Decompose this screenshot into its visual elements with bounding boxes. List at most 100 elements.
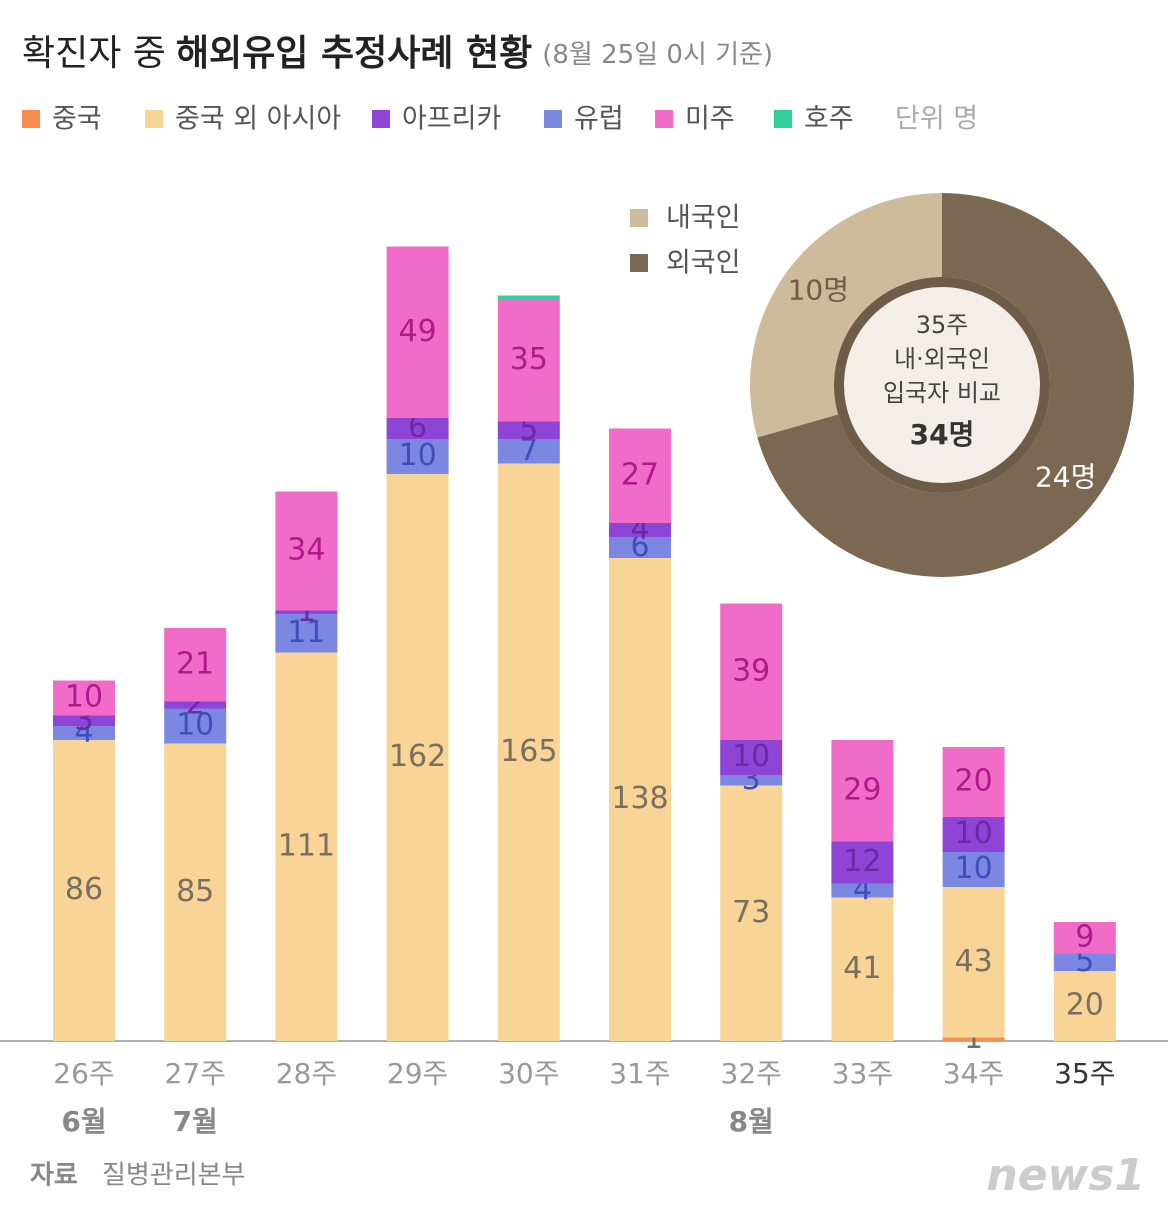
data-label: 20 — [955, 764, 993, 799]
data-label: 12 — [843, 844, 881, 879]
x-tick-label: 34주 — [943, 1057, 1004, 1090]
legend-swatch — [372, 110, 390, 128]
legend-label: 유럽 — [574, 104, 624, 135]
data-label: 6 — [630, 529, 649, 564]
data-label: 10 — [176, 708, 214, 743]
bar-segment — [831, 740, 894, 842]
bar-segment — [1053, 953, 1116, 971]
bar-segment — [164, 628, 227, 702]
legend-label: 아프리카 — [402, 104, 501, 135]
title: 확진자 중 해외유입 추정사례 현황 (8월 25일 0시 기준) — [22, 33, 773, 74]
data-label: 21 — [176, 646, 214, 681]
bar-segment — [497, 295, 560, 299]
slice-label: 10명 — [788, 274, 849, 307]
data-label: 165 — [500, 734, 557, 769]
bar-segment — [609, 428, 671, 523]
x-tick-label: 31주 — [609, 1057, 670, 1090]
data-label: 85 — [176, 874, 214, 909]
bar-segment — [1053, 971, 1116, 1041]
bar-segment — [831, 897, 894, 1041]
bar-segment — [609, 558, 671, 1041]
pie-legend-label: 외국인 — [666, 248, 741, 279]
bar-segment — [53, 726, 115, 740]
donut-center — [834, 277, 1050, 493]
bar-segment — [497, 439, 560, 464]
center-text: 입국자 비교 — [883, 379, 1001, 407]
bar-segment — [942, 887, 1005, 1038]
data-label: 138 — [611, 781, 668, 816]
bar-segment — [497, 421, 560, 439]
legend-label: 호주 — [804, 104, 854, 135]
x-tick-label: 35주 — [1054, 1057, 1115, 1090]
bar-segment — [53, 680, 115, 716]
source-label: 자료 — [30, 1161, 78, 1191]
data-label: 34 — [287, 533, 325, 568]
bar-segment — [831, 841, 894, 884]
bar-segment — [609, 523, 671, 537]
legend-label: 미주 — [685, 104, 735, 135]
pie-legend-label: 내국인 — [666, 203, 741, 234]
x-tick-label: 32주 — [721, 1057, 782, 1090]
logo: news1 — [986, 1150, 1145, 1201]
x-tick-label: 27주 — [165, 1057, 226, 1090]
data-label: 20 — [1066, 988, 1104, 1023]
bar-segment — [275, 614, 338, 653]
donut-slice — [757, 193, 1134, 577]
x-tick-label: 33주 — [832, 1057, 893, 1090]
data-label: 27 — [621, 457, 659, 492]
data-label: 162 — [389, 739, 446, 774]
legend-swatch — [774, 110, 792, 128]
data-label: 10 — [732, 739, 770, 774]
bar-segment — [164, 701, 227, 709]
bar-segment — [386, 418, 449, 439]
bar-segment — [942, 852, 1005, 887]
bar-segment — [164, 708, 227, 744]
pie-legend-swatch — [630, 254, 648, 272]
x-tick-label: 28주 — [276, 1057, 337, 1090]
legend-label: 중국 — [52, 104, 102, 135]
center-text: 내·외국인 — [894, 345, 990, 373]
bar-segment — [386, 474, 449, 1041]
data-label: 41 — [843, 951, 881, 986]
data-label: 9 — [1075, 919, 1094, 954]
bar-segment — [164, 743, 227, 1041]
bar-segment — [386, 246, 449, 418]
data-label: 39 — [732, 653, 770, 688]
bar-segment — [275, 491, 338, 611]
bar-segment — [831, 883, 894, 898]
title-main: 해외유입 추정사례 현황 — [176, 33, 532, 74]
bar-segment — [497, 463, 560, 1041]
data-label: 86 — [65, 872, 103, 907]
bar-segment — [609, 537, 671, 558]
bar-segment — [942, 817, 1005, 852]
center-text: 35주 — [916, 311, 969, 339]
center-total: 34명 — [910, 418, 975, 451]
month-label: 7월 — [173, 1105, 218, 1138]
slice-label: 24명 — [1035, 460, 1096, 493]
legend-swatch — [544, 110, 562, 128]
bar-segment — [497, 299, 560, 422]
bar-segment — [53, 715, 115, 726]
bar-segment — [386, 439, 449, 474]
bar-segment — [275, 652, 338, 1041]
data-label: 29 — [843, 772, 881, 807]
bar-segment — [1053, 922, 1116, 954]
data-label: 10 — [399, 438, 437, 473]
data-label: 111 — [278, 828, 335, 863]
source: 질병관리본부 — [102, 1161, 246, 1191]
bar-segment — [720, 740, 783, 775]
month-label: 8월 — [729, 1105, 774, 1138]
bar-segment — [720, 603, 783, 740]
data-label: 11 — [287, 615, 325, 650]
bar-segment — [720, 775, 783, 786]
data-label: 10 — [955, 816, 993, 851]
data-label: 6 — [408, 410, 427, 445]
bar-segment — [942, 1037, 1005, 1041]
data-label: 73 — [732, 895, 770, 930]
legend-label: 중국 외 아시아 — [175, 104, 341, 135]
x-tick-label: 26주 — [53, 1057, 114, 1090]
data-label: 49 — [399, 314, 437, 349]
donut-slice — [750, 193, 942, 438]
month-label: 6월 — [61, 1105, 106, 1138]
